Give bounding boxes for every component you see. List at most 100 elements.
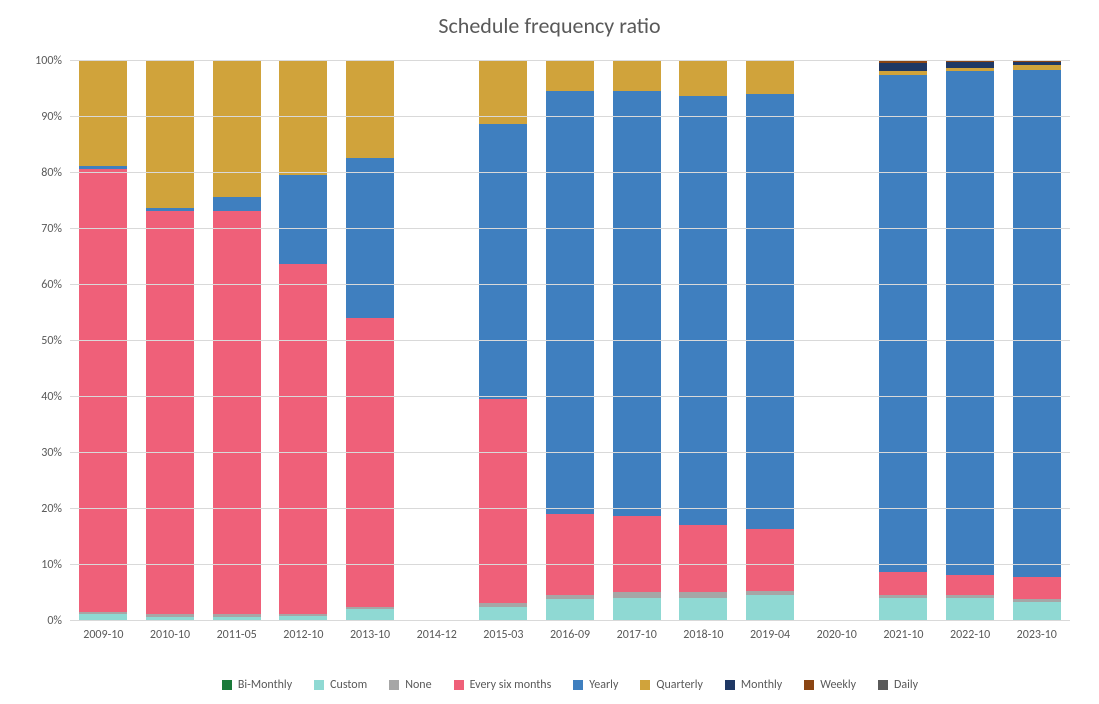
bar-segment-yearly — [546, 91, 594, 514]
bar-segment-quarterly — [546, 60, 594, 91]
bar-segment-six_months — [879, 572, 927, 594]
bar-segment-quarterly — [613, 60, 661, 91]
bar-segment-six_months — [613, 516, 661, 592]
bar-segment-custom — [546, 599, 594, 620]
grid-line: 50% — [70, 340, 1070, 341]
bar-segment-yearly — [479, 124, 527, 398]
legend-item-six_months: Every six months — [454, 678, 552, 692]
x-axis-label: 2015-03 — [470, 620, 537, 642]
x-axis-label: 2023-10 — [1003, 620, 1070, 642]
legend-swatch — [222, 680, 232, 690]
grid-line: 90% — [70, 116, 1070, 117]
y-axis-label: 40% — [41, 390, 70, 404]
bar-segment-six_months — [479, 399, 527, 603]
y-axis-label: 80% — [41, 166, 70, 180]
y-axis-label: 60% — [41, 278, 70, 292]
grid-line: 60% — [70, 284, 1070, 285]
legend-swatch — [389, 680, 399, 690]
x-axis-label: 2018-10 — [670, 620, 737, 642]
legend-label: Monthly — [741, 678, 782, 692]
legend-label: Daily — [894, 678, 918, 692]
legend-item-monthly: Monthly — [725, 678, 782, 692]
x-axis-label: 2011-05 — [203, 620, 270, 642]
legend: Bi-Monthly Custom None Every six months Year… — [70, 678, 1070, 692]
legend-label: Bi-Monthly — [238, 678, 292, 692]
bar-segment-quarterly — [479, 60, 527, 124]
bar-segment-yearly — [679, 96, 727, 524]
bar-segment-six_months — [146, 211, 194, 614]
legend-label: None — [405, 678, 431, 692]
bar-segment-yearly — [879, 75, 927, 572]
grid-line: 100% — [70, 60, 1070, 61]
legend-label: Weekly — [820, 678, 856, 692]
y-axis-label: 50% — [41, 334, 70, 348]
legend-item-quarterly: Quarterly — [640, 678, 703, 692]
bar-segment-custom — [879, 598, 927, 620]
bar-segment-monthly — [879, 63, 927, 71]
y-axis-label: 100% — [35, 54, 70, 68]
bar-segment-custom — [479, 607, 527, 620]
grid-line: 80% — [70, 172, 1070, 173]
bar-segment-quarterly — [679, 60, 727, 96]
bar-segment-six_months — [1013, 577, 1061, 599]
x-axis-label: 2009-10 — [70, 620, 137, 642]
bar-segment-yearly — [946, 71, 994, 575]
grid-line: 10% — [70, 564, 1070, 565]
legend-item-yearly: Yearly — [573, 678, 618, 692]
bar-segment-six_months — [946, 575, 994, 595]
legend-item-weekly: Weekly — [804, 678, 856, 692]
bar-segment-yearly — [1013, 70, 1061, 577]
bar-segment-custom — [1013, 602, 1061, 620]
legend-label: Yearly — [589, 678, 618, 692]
bar-segment-quarterly — [346, 60, 394, 158]
x-axis-label: 2019-04 — [737, 620, 804, 642]
bar-segment-yearly — [213, 197, 261, 211]
x-axis-label: 2012-10 — [270, 620, 337, 642]
y-axis-label: 20% — [41, 502, 70, 516]
bar-segment-yearly — [746, 94, 794, 530]
y-axis-label: 70% — [41, 222, 70, 236]
bar-segment-custom — [679, 598, 727, 620]
bar-segment-yearly — [279, 175, 327, 265]
y-axis-label: 30% — [41, 446, 70, 460]
x-axis-label: 2013-10 — [337, 620, 404, 642]
legend-swatch — [804, 680, 814, 690]
x-axis-label: 2016-09 — [537, 620, 604, 642]
grid-line: 30% — [70, 452, 1070, 453]
bar-segment-custom — [946, 598, 994, 620]
x-axis-label: 2022-10 — [937, 620, 1004, 642]
grid-line: 0% — [70, 620, 1070, 621]
legend-item-custom: Custom — [314, 678, 367, 692]
chart-container: Schedule frequency ratio 2009-102010-102… — [0, 0, 1099, 704]
bar-segment-quarterly — [213, 60, 261, 197]
bar-segment-six_months — [213, 211, 261, 614]
bar-segment-custom — [746, 595, 794, 620]
bar-segment-six_months — [279, 264, 327, 614]
bar-segment-quarterly — [146, 60, 194, 208]
bar-segment-custom — [613, 598, 661, 620]
bar-segment-quarterly — [279, 60, 327, 175]
bar-segment-six_months — [546, 514, 594, 595]
y-axis-label: 90% — [41, 110, 70, 124]
grid-line: 20% — [70, 508, 1070, 509]
legend-swatch — [725, 680, 735, 690]
legend-item-daily: Daily — [878, 678, 918, 692]
bar-segment-yearly — [346, 158, 394, 318]
grid-line: 70% — [70, 228, 1070, 229]
chart-title: Schedule frequency ratio — [0, 12, 1099, 39]
x-axis-label: 2020-10 — [803, 620, 870, 642]
legend-swatch — [454, 680, 464, 690]
bar-segment-six_months — [79, 169, 127, 611]
bar-segment-six_months — [679, 525, 727, 592]
legend-label: Quarterly — [656, 678, 703, 692]
legend-swatch — [573, 680, 583, 690]
y-axis-label: 10% — [41, 558, 70, 572]
legend-swatch — [640, 680, 650, 690]
legend-item-none: None — [389, 678, 431, 692]
bar-segment-custom — [346, 609, 394, 620]
grid-line: 40% — [70, 396, 1070, 397]
legend-label: Every six months — [470, 678, 552, 692]
plot-area: 2009-102010-102011-052012-102013-102014-… — [70, 60, 1070, 620]
bar-segment-six_months — [746, 529, 794, 591]
x-axis-label: 2017-10 — [603, 620, 670, 642]
